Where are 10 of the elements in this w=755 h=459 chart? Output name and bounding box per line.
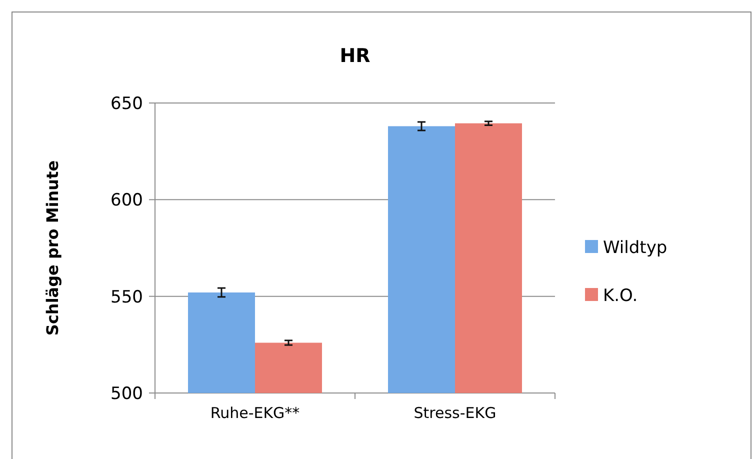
x-tick-label: Stress-EKG: [414, 404, 496, 422]
legend-label: Wildtyp: [603, 238, 668, 258]
chart-title: HR: [340, 45, 371, 67]
y-tick-label: 550: [110, 287, 143, 308]
y-tick-label: 600: [110, 190, 143, 211]
x-tick-label: Ruhe-EKG**: [210, 404, 300, 422]
y-axis-title: Schläge pro Minute: [43, 160, 62, 336]
y-tick-label: 500: [110, 384, 143, 404]
y-tick-label: 650: [110, 94, 143, 114]
legend-label: K.O.: [603, 286, 638, 306]
